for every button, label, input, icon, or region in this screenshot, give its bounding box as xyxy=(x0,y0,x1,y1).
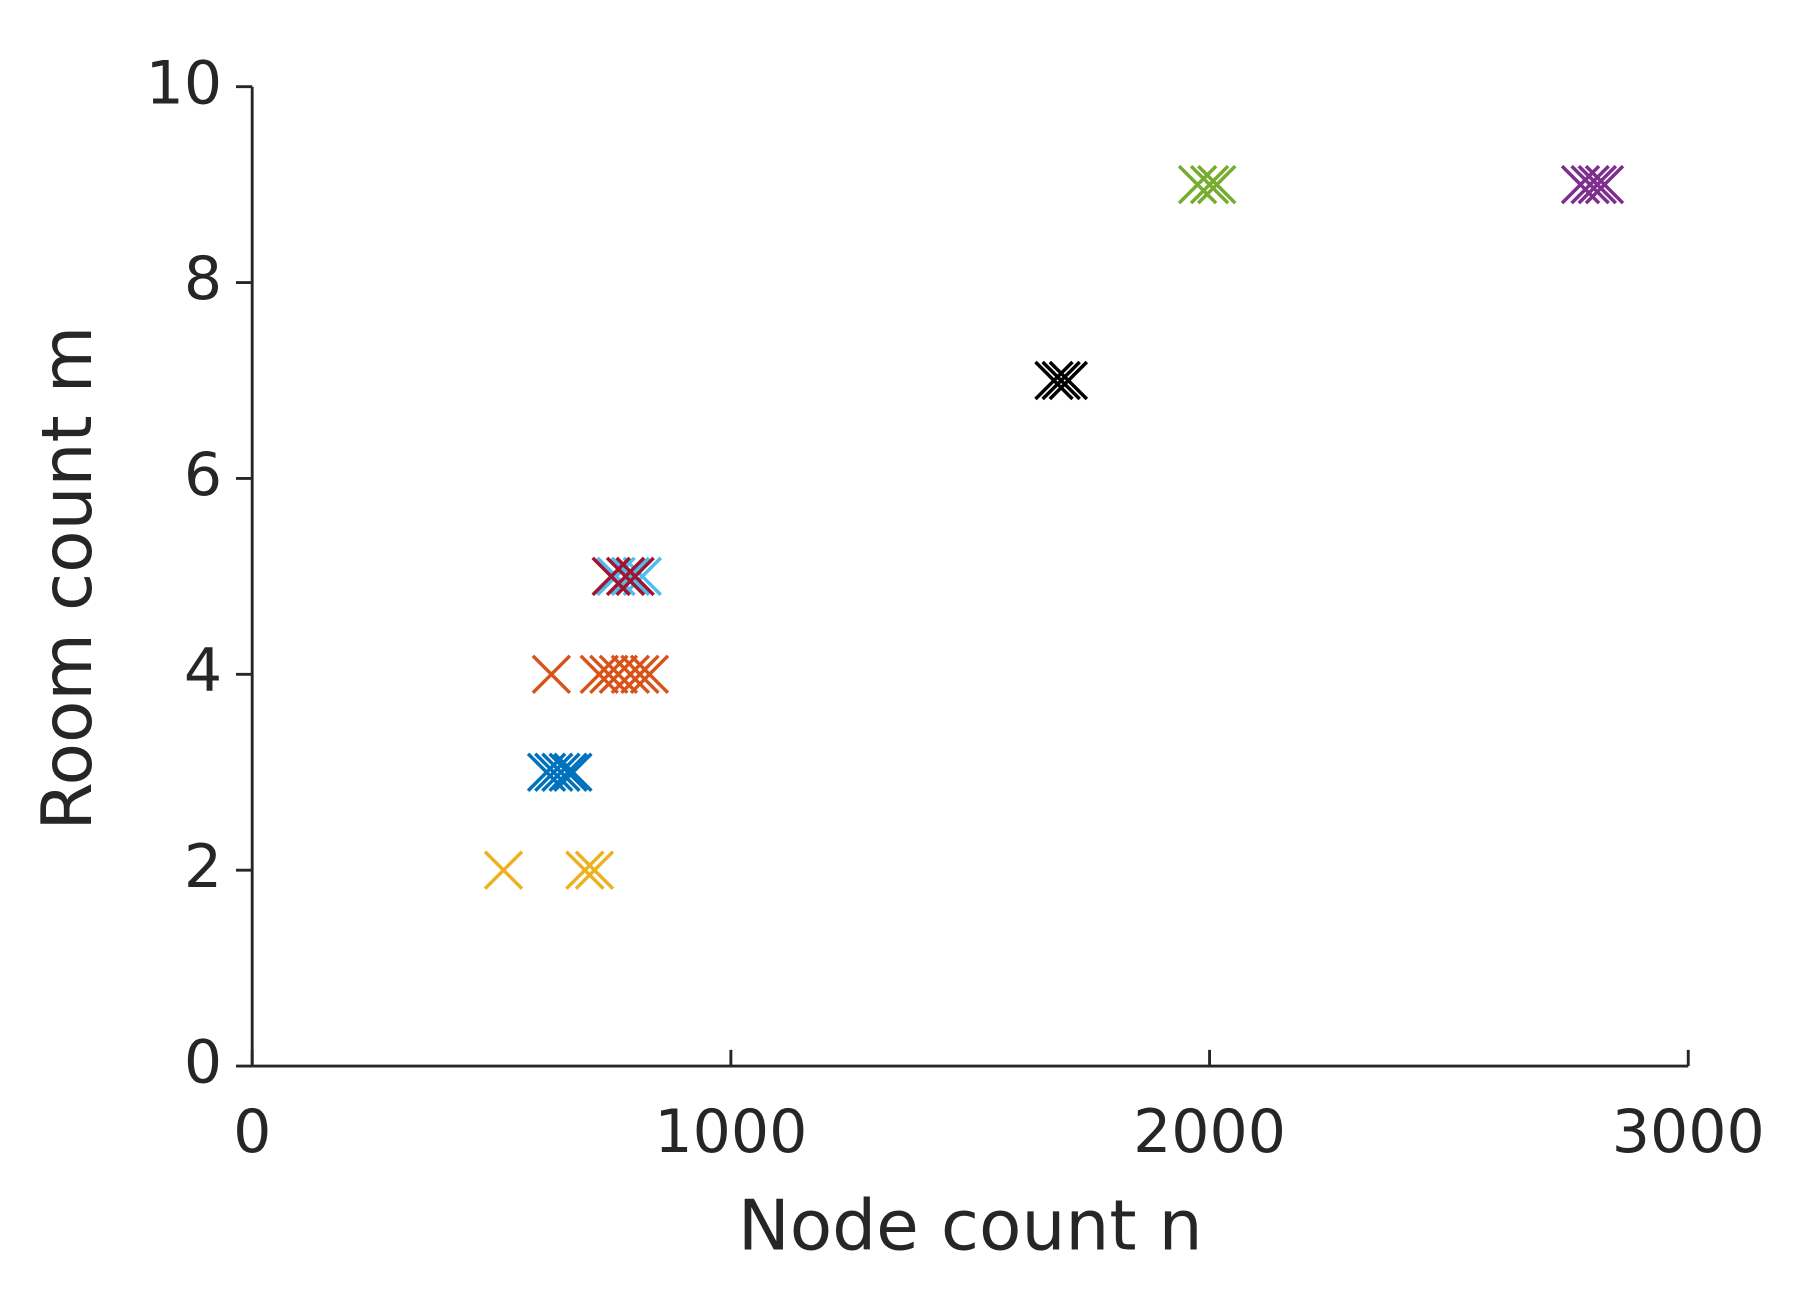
point xyxy=(610,556,651,597)
point xyxy=(574,850,615,890)
point xyxy=(553,752,593,792)
point xyxy=(531,654,572,695)
y-tick-label: 0 xyxy=(184,1028,222,1098)
x-tick-label: 3000 xyxy=(1612,1097,1765,1167)
point xyxy=(534,752,574,792)
point xyxy=(565,850,605,890)
point xyxy=(589,654,629,695)
point xyxy=(1177,164,1218,205)
point xyxy=(1189,164,1230,205)
y-tick-label: 10 xyxy=(146,48,223,118)
point xyxy=(610,654,651,695)
y-tick-label: 8 xyxy=(184,244,222,314)
y-tick-label: 2 xyxy=(184,832,222,902)
point xyxy=(1570,164,1610,205)
x-axis-label: Node count n xyxy=(738,1186,1203,1266)
x-tick-label: 1000 xyxy=(654,1097,807,1167)
point xyxy=(541,752,581,792)
point xyxy=(598,654,639,695)
point xyxy=(1197,164,1237,205)
x-tick-label: 2000 xyxy=(1133,1097,1286,1167)
point xyxy=(1034,360,1074,401)
point xyxy=(1048,360,1089,401)
x-tick-label: 0 xyxy=(233,1097,271,1167)
point xyxy=(620,654,660,695)
point xyxy=(615,556,655,597)
y-tick-label: 6 xyxy=(184,440,222,510)
point xyxy=(1041,360,1081,401)
y-tick-label: 4 xyxy=(184,636,222,706)
point xyxy=(605,556,646,597)
point xyxy=(1577,164,1618,205)
point xyxy=(579,654,619,695)
point xyxy=(483,850,524,890)
point xyxy=(622,556,663,597)
point xyxy=(629,654,670,695)
point xyxy=(1584,164,1625,205)
y-axis-label: Room count m xyxy=(28,326,108,831)
point xyxy=(548,752,588,792)
